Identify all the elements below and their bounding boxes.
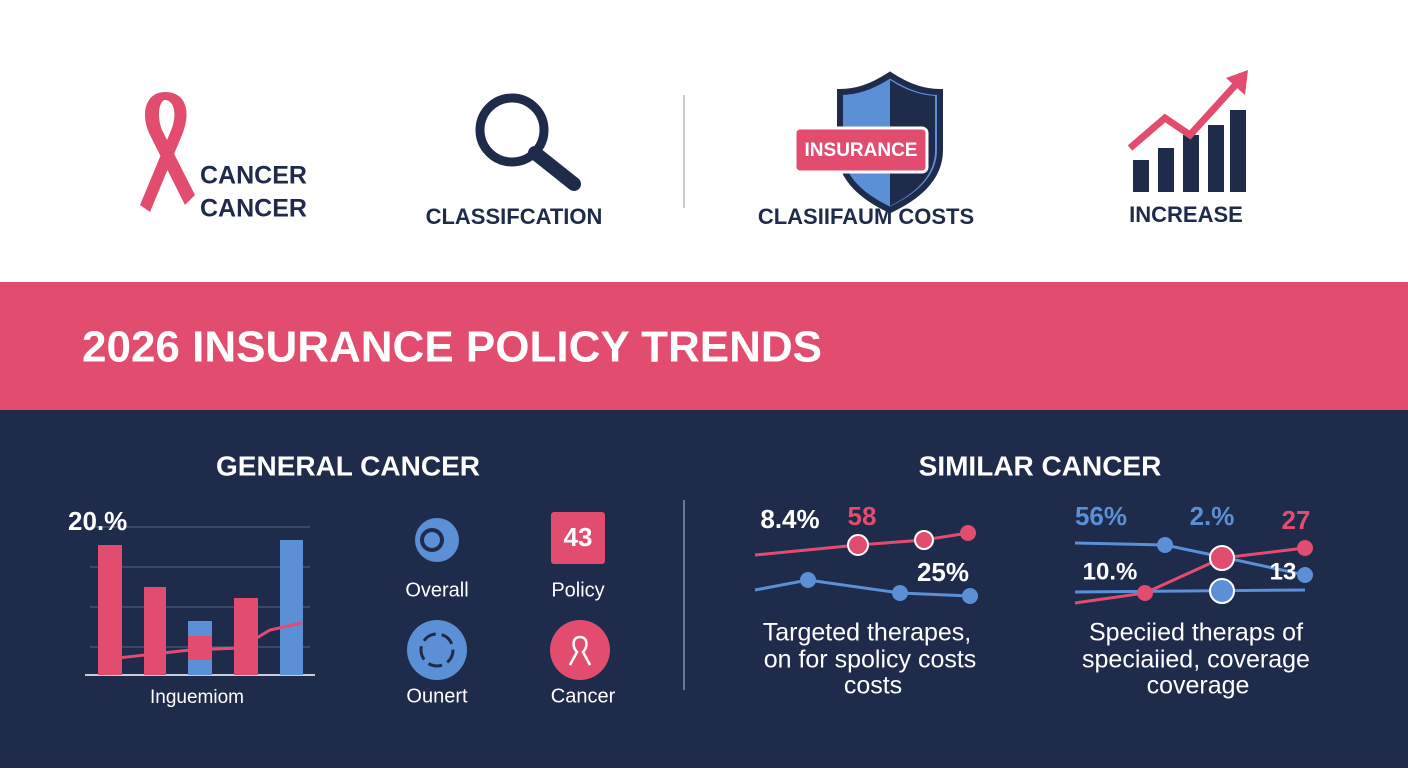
top-label: CANCER — [200, 162, 307, 190]
bottom-bg — [0, 410, 1408, 768]
top-label: INCREASE — [1129, 202, 1243, 227]
bar — [144, 587, 166, 675]
value-label: 27 — [1282, 505, 1311, 535]
line — [1074, 541, 1306, 577]
banner-bg — [0, 282, 1408, 410]
line — [754, 578, 971, 598]
caption: costs — [844, 672, 902, 700]
chart-caption: Inguemiom — [150, 687, 244, 708]
section-title: SIMILAR CANCER — [919, 450, 1162, 481]
value-label: 10.% — [1083, 558, 1138, 585]
value-label: 58 — [848, 501, 877, 531]
increase-icon — [1133, 110, 1246, 192]
value-label: 2.% — [1190, 501, 1235, 531]
ounert-icon-arrows — [419, 632, 455, 668]
cancer-ribbon — [568, 635, 592, 666]
icon-label: Overall — [405, 579, 468, 601]
value-label: 25% — [917, 557, 969, 587]
overall-icon — [415, 518, 459, 562]
badge-text: 43 — [564, 522, 593, 552]
arrow-head — [1226, 70, 1248, 95]
top-label: CLASIIFAUM COSTS — [758, 204, 974, 229]
bar — [234, 598, 258, 675]
insurance-badge — [793, 126, 929, 174]
caption: on for spolicy costs — [764, 646, 977, 674]
top-bg — [0, 0, 1408, 282]
bar — [98, 545, 122, 675]
value-label: 13 — [1270, 558, 1297, 585]
value-label: 8.4% — [760, 504, 819, 534]
ounert-icon — [407, 620, 467, 680]
line — [1074, 546, 1306, 605]
trend-line — [99, 621, 303, 662]
top-label: CANCER — [200, 195, 307, 223]
points — [1137, 537, 1313, 604]
line — [1074, 588, 1306, 594]
value-label: 56% — [1075, 501, 1127, 531]
chart-label: 20.% — [68, 506, 127, 536]
icon-label: Ounert — [406, 685, 468, 707]
points — [800, 525, 978, 604]
overall-icon-lens — [420, 528, 444, 552]
icon-label: Policy — [551, 579, 604, 601]
line — [754, 531, 969, 557]
caption: speciaiied, coverage — [1082, 646, 1310, 674]
top-label: CLASSIFCATION — [426, 204, 603, 229]
badge-text: INSURANCE — [805, 140, 918, 161]
magnifier-icon — [475, 93, 549, 167]
increase-arrow — [1127, 77, 1243, 151]
caption: Speciied theraps of — [1089, 619, 1303, 647]
bar — [280, 540, 303, 675]
magnifier-handle — [528, 146, 581, 191]
section-title: GENERAL CANCER — [216, 450, 480, 481]
ribbon-icon — [140, 92, 195, 212]
caption: Targeted therapes, — [763, 619, 971, 647]
icon-label: Cancer — [551, 685, 616, 707]
caption: coverage — [1147, 672, 1250, 700]
cancer-icon — [550, 620, 610, 680]
policy-badge — [551, 512, 605, 564]
banner-title: 2026 INSURANCE POLICY TRENDS — [82, 323, 822, 372]
